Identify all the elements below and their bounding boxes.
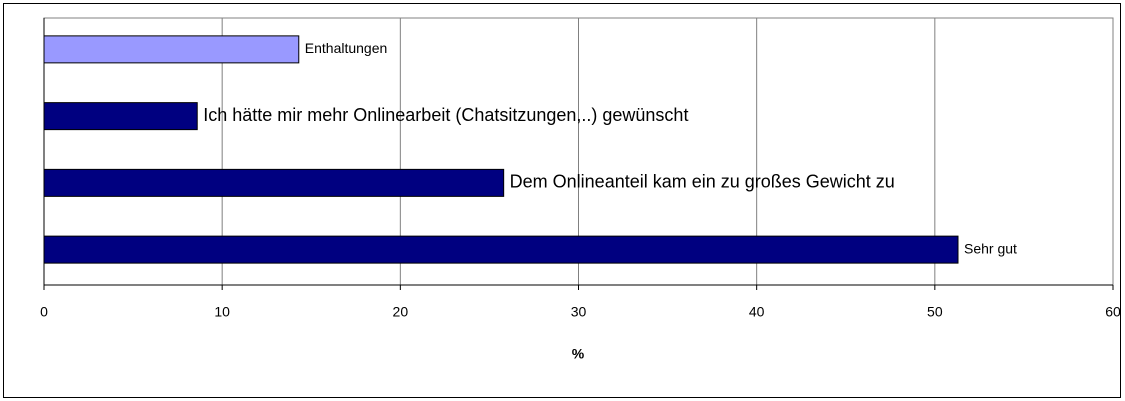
x-tick-label: 60 [1105, 304, 1121, 320]
x-tick-label: 10 [214, 304, 230, 320]
x-tick-label: 40 [749, 304, 765, 320]
x-tick-label: 0 [40, 304, 48, 320]
x-axis-label: % [572, 346, 585, 362]
bar-label: Sehr gut [964, 240, 1017, 256]
bar-label: Enthaltungen [305, 40, 388, 56]
bar [43, 235, 959, 264]
bar [43, 168, 505, 197]
bar [43, 102, 198, 131]
x-tick-label: 50 [927, 304, 943, 320]
x-tick-label: 20 [393, 304, 409, 320]
bar-label: Dem Onlineanteil kam ein zu großes Gewic… [510, 172, 895, 192]
bar [43, 35, 300, 64]
x-tick-label: 30 [571, 304, 587, 320]
bar-label: Ich hätte mir mehr Onlinearbeit (Chatsit… [203, 105, 688, 125]
